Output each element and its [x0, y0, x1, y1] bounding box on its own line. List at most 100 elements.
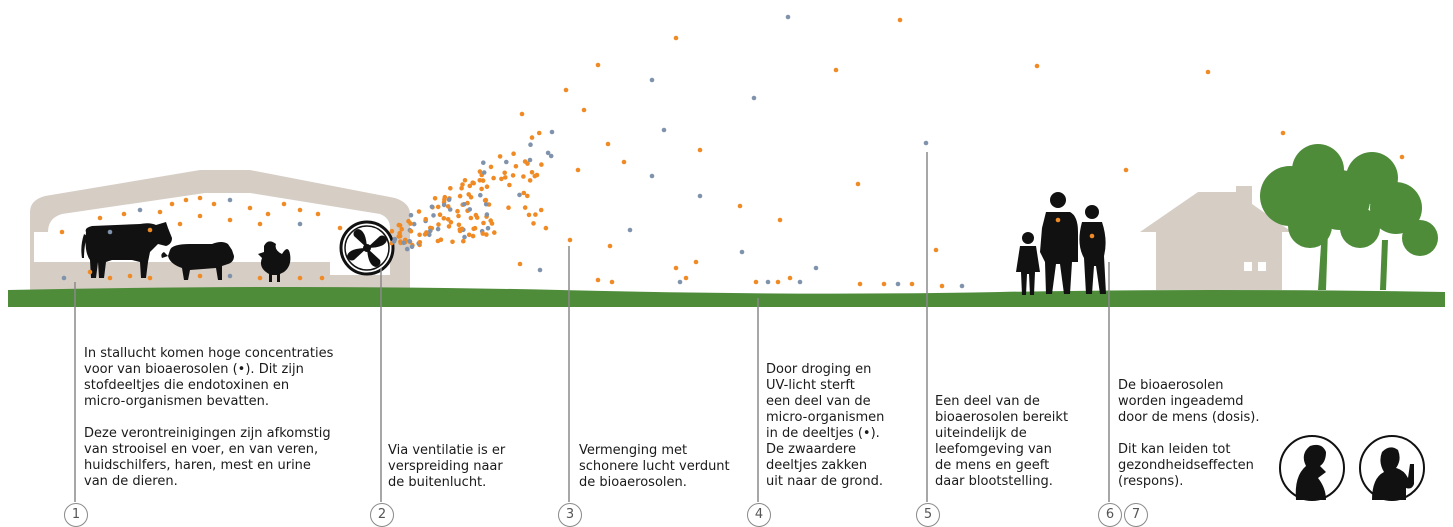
- family-icon: [1016, 192, 1106, 295]
- house-icon: [1140, 186, 1292, 290]
- particle-orange: [909, 281, 915, 287]
- particle-orange: [526, 212, 532, 218]
- particle-orange: [527, 178, 533, 183]
- particle-orange: [775, 279, 781, 285]
- particle-blue: [407, 239, 412, 244]
- particle-orange: [897, 17, 903, 23]
- particle-orange: [497, 154, 503, 159]
- particle-orange: [480, 231, 486, 236]
- particle-orange: [529, 135, 535, 140]
- particle-orange: [183, 197, 189, 203]
- particle-orange: [595, 62, 601, 68]
- particle-blue: [61, 275, 67, 281]
- particle-orange: [441, 216, 447, 221]
- particle-orange: [247, 205, 253, 211]
- particle-orange: [536, 130, 542, 136]
- particle-blue: [751, 95, 757, 101]
- particle-orange: [533, 212, 538, 217]
- chicken-icon: [258, 241, 291, 282]
- particle-orange: [881, 281, 887, 287]
- particle-orange: [484, 184, 490, 189]
- particle-orange: [127, 273, 133, 279]
- particle-orange: [857, 281, 863, 287]
- particle-orange: [1205, 69, 1211, 75]
- particle-orange: [211, 201, 217, 207]
- particle-orange: [456, 213, 461, 219]
- particle-orange: [480, 178, 486, 183]
- particle-orange: [488, 164, 494, 170]
- particle-orange: [227, 217, 233, 223]
- particle-orange: [522, 205, 528, 210]
- particle-orange: [525, 193, 530, 199]
- particle-orange: [539, 162, 544, 167]
- particle-orange: [257, 275, 263, 281]
- particle-blue: [959, 283, 965, 289]
- particle-orange: [787, 275, 793, 281]
- particle-blue: [649, 77, 655, 83]
- particle-orange: [529, 170, 535, 175]
- particle-orange: [1089, 233, 1095, 239]
- particle-orange: [466, 232, 472, 238]
- particle-blue: [677, 279, 683, 285]
- particle-orange: [1399, 154, 1405, 160]
- particle-orange: [525, 161, 530, 166]
- particle-orange: [506, 205, 511, 210]
- particle-blue: [485, 225, 491, 231]
- particle-blue: [483, 201, 489, 207]
- particle-blue: [481, 170, 487, 175]
- particle-orange: [462, 178, 468, 183]
- particle-orange: [435, 238, 441, 244]
- particle-blue: [528, 142, 533, 147]
- particle-orange: [468, 194, 474, 200]
- particle-orange: [531, 221, 536, 226]
- particle-orange: [1034, 63, 1040, 69]
- particle-orange: [459, 185, 464, 191]
- particle-orange: [399, 226, 405, 232]
- particle-orange: [436, 222, 441, 227]
- particle-orange: [484, 232, 489, 237]
- step-3-text: Vermenging met schonere lucht verdunt de…: [579, 443, 730, 490]
- step-1-text: In stallucht komen hoge concentraties vo…: [84, 346, 334, 489]
- particle-orange: [107, 275, 113, 281]
- particle-orange: [197, 273, 203, 279]
- particle-orange: [467, 183, 473, 189]
- particle-orange: [1055, 217, 1061, 223]
- particle-orange: [697, 147, 703, 153]
- particle-orange: [408, 228, 414, 234]
- particle-orange: [491, 175, 496, 181]
- particle-blue: [661, 127, 667, 133]
- particle-orange: [448, 186, 453, 191]
- particle-blue: [441, 202, 447, 208]
- particle-orange: [481, 220, 486, 226]
- ground: [8, 287, 1445, 307]
- particle-orange: [461, 238, 466, 244]
- particle-orange: [319, 275, 325, 281]
- particle-orange: [445, 204, 451, 209]
- particle-orange: [87, 269, 93, 275]
- particle-orange: [621, 159, 627, 165]
- particle-blue: [627, 227, 633, 233]
- particle-orange: [455, 208, 460, 214]
- particle-orange: [503, 175, 508, 180]
- particle-orange: [408, 221, 413, 226]
- particle-orange: [607, 243, 613, 249]
- particle-orange: [435, 204, 441, 210]
- pig-icon: [161, 242, 234, 280]
- particle-orange: [673, 265, 679, 271]
- particle-blue: [462, 234, 467, 240]
- step-6-number: 6: [1098, 503, 1122, 527]
- particle-blue: [411, 221, 417, 227]
- particle-orange: [1280, 130, 1286, 136]
- particle-blue: [537, 267, 543, 273]
- particle-orange: [147, 275, 153, 281]
- particle-orange: [472, 225, 478, 231]
- particle-blue: [428, 228, 433, 234]
- particle-orange: [468, 215, 474, 221]
- particle-orange: [575, 167, 581, 173]
- particle-orange: [315, 211, 321, 217]
- particle-orange: [297, 207, 303, 213]
- particle-orange: [581, 107, 587, 113]
- particle-orange: [470, 233, 476, 239]
- particle-orange: [517, 261, 523, 267]
- particle-orange: [939, 283, 945, 289]
